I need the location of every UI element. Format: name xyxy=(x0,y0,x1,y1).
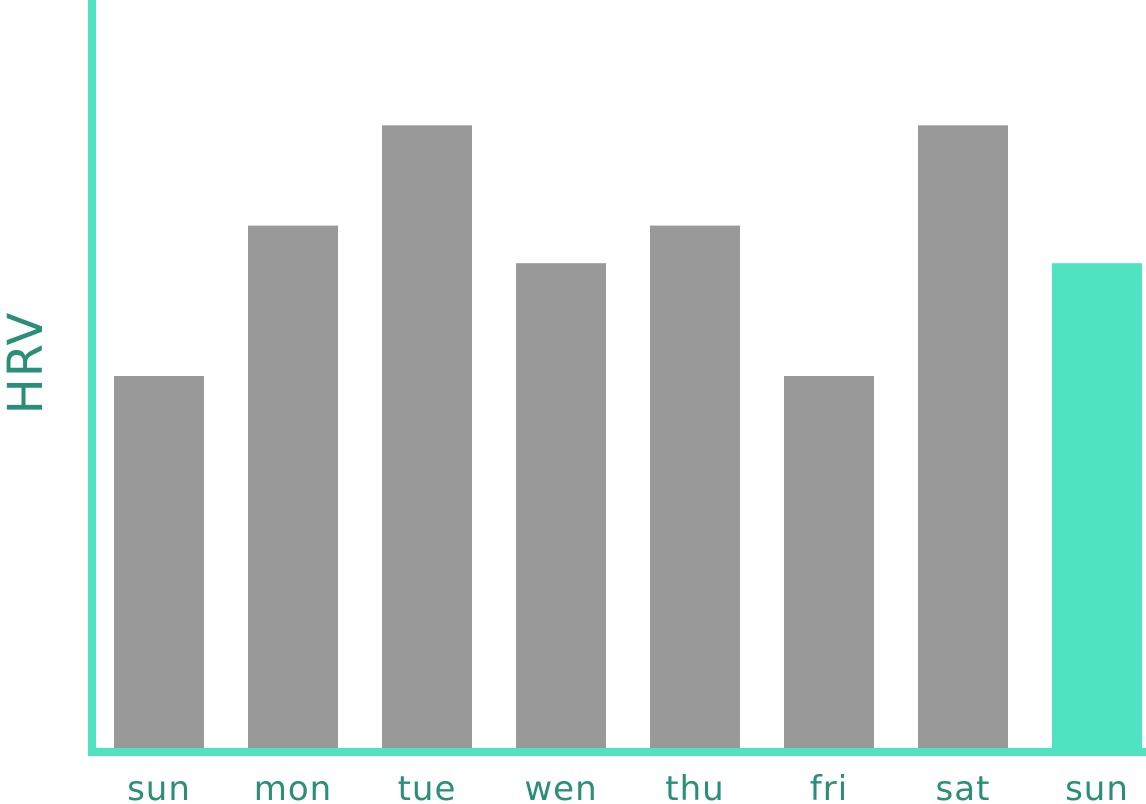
bar-wen-3 xyxy=(516,263,606,752)
bar-mon-1 xyxy=(248,225,338,753)
bars-group xyxy=(114,125,1142,753)
x-tick-label: wen xyxy=(524,769,597,804)
bar-sun-7 xyxy=(1052,263,1142,752)
bar-sat-6 xyxy=(918,125,1008,753)
x-tick-label: thu xyxy=(665,769,724,804)
x-tick-label: sun xyxy=(1065,769,1129,804)
bar-fri-5 xyxy=(784,376,874,752)
x-tick-labels: sun mon tue wen thu fri sat sun xyxy=(127,769,1129,804)
x-tick-label: sun xyxy=(127,769,191,804)
y-axis-label: HRV xyxy=(0,312,54,415)
x-tick-label: fri xyxy=(810,769,848,804)
x-tick-label: sat xyxy=(936,769,991,804)
bar-sun-0 xyxy=(114,376,204,752)
bar-tue-2 xyxy=(382,125,472,753)
x-tick-label: tue xyxy=(398,769,457,804)
bar-thu-4 xyxy=(650,225,740,753)
x-tick-label: mon xyxy=(254,769,332,804)
